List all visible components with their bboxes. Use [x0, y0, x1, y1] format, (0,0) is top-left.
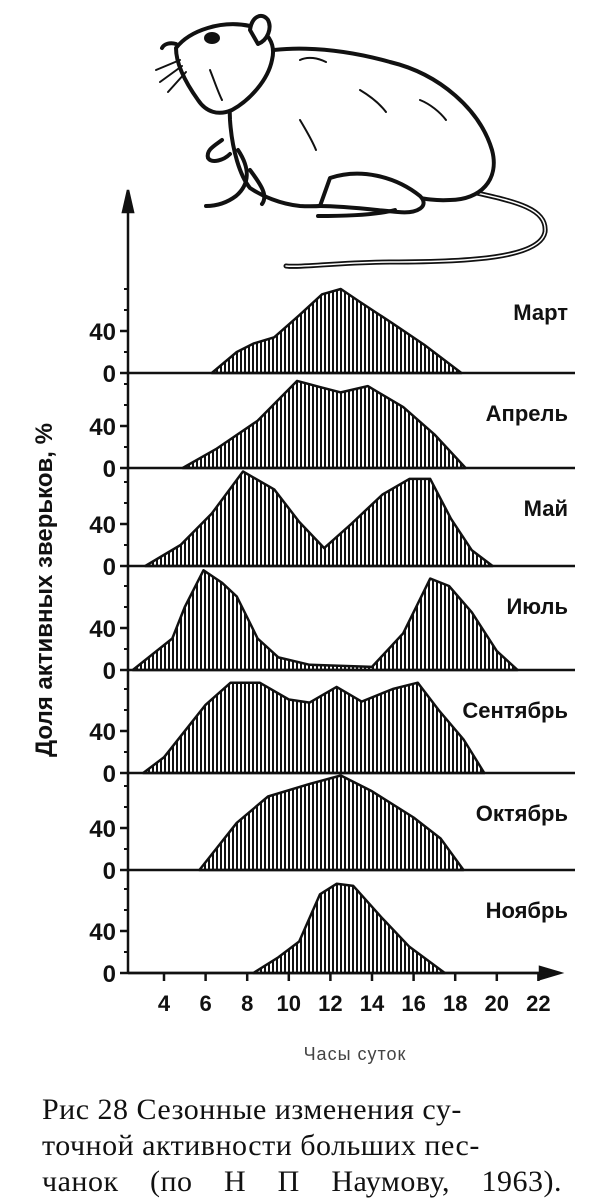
y-axis-title: Доля активных зверьков, %	[31, 423, 58, 757]
panel-7: 0 40 Ноябрь	[89, 882, 568, 988]
y-tick-label: 40	[89, 616, 116, 643]
y-tick-label: 40	[89, 512, 116, 539]
x-axis-ticks: 4 6 8 10 12 14 16 18 20 22	[158, 973, 551, 1016]
x-tick-label: 16	[401, 991, 425, 1016]
panel-3: 0 40 Май	[89, 470, 575, 581]
y-tick-label: 0	[103, 658, 116, 685]
y-tick-label: 0	[103, 761, 116, 788]
x-tick-label: 22	[526, 991, 550, 1016]
panel-6: 0 40 Октябрь	[89, 774, 575, 885]
series-label: Май	[524, 496, 568, 521]
x-tick-label: 6	[199, 991, 211, 1016]
y-tick-label: 0	[103, 361, 116, 388]
series-area-5	[141, 681, 486, 775]
month-panels: 0 40 Март 0 40 Апрель 0 40 Май 0 40 Июль 0 40 Сентябрь…	[89, 287, 575, 988]
y-axis-arrow	[121, 189, 135, 214]
figure-caption: Рис 28 Сезонные изменения су- точной акт…	[42, 1092, 562, 1200]
series-area-2	[181, 379, 467, 470]
x-axis-title: Часы суток	[304, 1044, 407, 1064]
caption-line-1: Рис 28 Сезонные изменения су-	[42, 1093, 462, 1126]
x-tick-label: 14	[360, 991, 385, 1016]
series-label: Апрель	[486, 401, 568, 426]
series-label: Июль	[506, 594, 568, 619]
y-tick-label: 40	[89, 919, 116, 946]
y-tick-label: 40	[89, 816, 116, 843]
seasonal-activity-chart: Доля активных зверьков, % Часы суток 040…	[31, 13, 575, 1064]
y-tick-label: 0	[103, 456, 116, 483]
series-label: Октябрь	[476, 801, 568, 826]
x-tick-label: 10	[277, 991, 301, 1016]
y-tick-label: 0	[103, 858, 116, 885]
y-tick-label: 40	[89, 414, 116, 441]
panel-1: 0 40 Март	[89, 287, 575, 388]
series-area-4	[131, 569, 519, 672]
series-area-6	[198, 774, 465, 872]
x-tick-label: 8	[241, 991, 253, 1016]
caption-line-3: чанок (по Н П Наумову, 1963).	[42, 1165, 562, 1198]
panel-5: 0 40 Сентябрь	[89, 681, 575, 788]
series-area-7	[252, 882, 447, 975]
y-tick-label: 40	[89, 719, 116, 746]
gerbil-illustration	[155, 13, 548, 269]
x-tick-label: 12	[318, 991, 342, 1016]
y-tick-label: 0	[103, 554, 116, 581]
y-tick-label: 0	[103, 961, 116, 988]
series-label: Март	[513, 300, 568, 325]
panel-4: 0 40 Июль	[89, 569, 575, 685]
x-tick-label: 4	[158, 991, 171, 1016]
series-label: Ноябрь	[486, 898, 568, 923]
x-tick-label: 18	[443, 991, 467, 1016]
series-area-3	[144, 470, 494, 568]
panel-2: 0 40 Апрель	[89, 379, 575, 483]
series-label: Сентябрь	[462, 698, 568, 723]
caption-line-2: точной активности больших пес-	[42, 1129, 480, 1162]
y-tick-label: 40	[89, 319, 116, 346]
series-area-1	[210, 287, 463, 375]
x-tick-label: 20	[485, 991, 509, 1016]
